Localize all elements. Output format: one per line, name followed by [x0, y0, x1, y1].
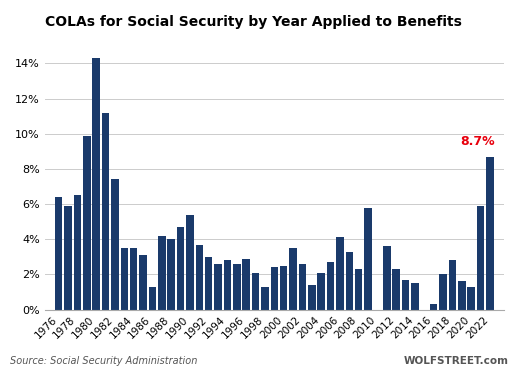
Bar: [83, 135, 90, 310]
Text: WOLFSTREET.com: WOLFSTREET.com: [404, 356, 509, 366]
Bar: [468, 287, 475, 310]
Bar: [411, 283, 419, 310]
Bar: [242, 259, 250, 310]
Bar: [102, 113, 110, 310]
Bar: [92, 58, 100, 310]
Bar: [186, 215, 194, 310]
Bar: [449, 260, 456, 310]
Bar: [430, 304, 438, 310]
Bar: [308, 285, 316, 310]
Text: COLAs for Social Security by Year Applied to Benefits: COLAs for Social Security by Year Applie…: [45, 15, 461, 29]
Bar: [439, 275, 447, 310]
Bar: [205, 257, 212, 310]
Bar: [214, 264, 222, 310]
Bar: [327, 262, 334, 310]
Bar: [64, 206, 72, 310]
Bar: [280, 266, 288, 310]
Bar: [392, 269, 400, 310]
Bar: [158, 236, 166, 310]
Bar: [111, 179, 119, 310]
Bar: [383, 246, 391, 310]
Text: 8.7%: 8.7%: [460, 135, 495, 148]
Bar: [120, 248, 128, 310]
Bar: [355, 269, 362, 310]
Bar: [336, 238, 344, 310]
Bar: [224, 260, 231, 310]
Bar: [139, 255, 147, 310]
Bar: [177, 227, 184, 310]
Text: Source: Social Security Administration: Source: Social Security Administration: [10, 356, 198, 366]
Bar: [196, 245, 203, 310]
Bar: [346, 252, 353, 310]
Bar: [270, 268, 278, 310]
Bar: [74, 195, 81, 310]
Bar: [252, 273, 260, 310]
Bar: [289, 248, 297, 310]
Bar: [233, 264, 240, 310]
Bar: [148, 287, 156, 310]
Bar: [318, 273, 325, 310]
Bar: [168, 239, 175, 310]
Bar: [298, 264, 306, 310]
Bar: [364, 208, 372, 310]
Bar: [486, 157, 494, 310]
Bar: [261, 287, 269, 310]
Bar: [55, 197, 62, 310]
Bar: [477, 206, 484, 310]
Bar: [458, 282, 466, 310]
Bar: [402, 280, 409, 310]
Bar: [130, 248, 138, 310]
